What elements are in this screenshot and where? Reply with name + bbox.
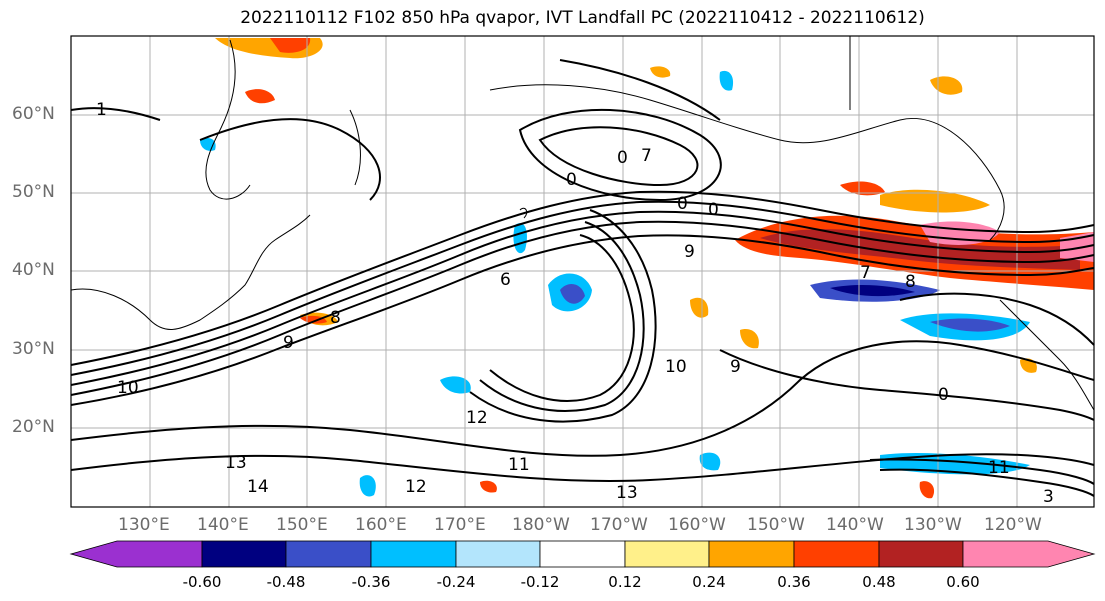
colorbar-tick-label: -0.36 bbox=[351, 573, 391, 591]
contour-label: 13 bbox=[225, 453, 247, 473]
lon-label: 170°W bbox=[590, 515, 648, 535]
lon-label: 120°W bbox=[984, 515, 1042, 535]
contour-label: 0 bbox=[938, 385, 949, 405]
map-frame bbox=[70, 35, 1095, 508]
lon-label: 150°E bbox=[276, 515, 328, 535]
contour-label: 0 bbox=[677, 194, 688, 214]
contour-label: 8 bbox=[905, 272, 916, 292]
lat-label: 30°N bbox=[12, 339, 55, 359]
colorbar-tick-label: 0.60 bbox=[946, 573, 980, 591]
contour-label: 11 bbox=[988, 458, 1010, 478]
contour-label: 8 bbox=[330, 308, 341, 328]
map-title: 2022110112 F102 850 hPa qvapor, IVT Land… bbox=[240, 8, 925, 28]
colorbar-tick-label: 0.12 bbox=[608, 573, 642, 591]
contour-label: 7 bbox=[860, 263, 871, 283]
lon-label: 170°E bbox=[434, 515, 486, 535]
contour-label: 3 bbox=[1043, 487, 1054, 507]
colorbar-segment bbox=[962, 540, 1096, 568]
contour-label: 14 bbox=[247, 477, 269, 497]
lon-label: 140°E bbox=[197, 515, 249, 535]
lon-label: 130°W bbox=[904, 515, 962, 535]
contour-label: 0 bbox=[617, 148, 628, 168]
contour-label: 12 bbox=[405, 477, 427, 497]
colorbar-tick-label: -0.24 bbox=[436, 573, 476, 591]
contour-label: 1 bbox=[96, 100, 107, 120]
colorbar-segment bbox=[624, 540, 710, 568]
contour-label: 10 bbox=[117, 378, 139, 398]
lon-label: 150°W bbox=[747, 515, 805, 535]
lat-label: 20°N bbox=[12, 417, 55, 437]
contour-labels: 1 0 0 0 0 9 8 7 8 6 9 10 10 12 11 12 13 … bbox=[96, 100, 1054, 507]
colorbar-segment bbox=[285, 540, 372, 568]
lon-label: 160°E bbox=[355, 515, 407, 535]
colorbar-tick-label: 0.24 bbox=[692, 573, 726, 591]
lon-label: 180°W bbox=[512, 515, 570, 535]
contour-label: 11 bbox=[508, 455, 530, 475]
colorbar-segment bbox=[708, 540, 795, 568]
contour-label: 9 bbox=[684, 242, 695, 262]
colorbar-segment bbox=[201, 540, 287, 568]
contour-label: 12 bbox=[466, 408, 488, 428]
colorbar-segment bbox=[793, 540, 880, 568]
lat-label: 60°N bbox=[12, 104, 55, 124]
lat-label: 40°N bbox=[12, 260, 55, 280]
contour-label: 9 bbox=[283, 333, 294, 353]
lon-label: 140°W bbox=[826, 515, 884, 535]
lon-label: 130°E bbox=[118, 515, 170, 535]
contour-label: 0 bbox=[566, 170, 577, 190]
lon-label: 160°W bbox=[668, 515, 726, 535]
colorbar-tick-label: -0.12 bbox=[520, 573, 560, 591]
colorbar-tick-label: -0.60 bbox=[182, 573, 222, 591]
contour-label: 6 bbox=[500, 270, 511, 290]
colorbar-segment bbox=[455, 540, 541, 568]
contour-label: 10 bbox=[665, 357, 687, 377]
colorbar-tick-label: -0.48 bbox=[266, 573, 306, 591]
coastlines bbox=[70, 36, 1095, 411]
contour-label: 9 bbox=[730, 357, 741, 377]
colorbar-tick-label: 0.36 bbox=[777, 573, 811, 591]
colorbar-segment bbox=[69, 540, 203, 568]
colorbar bbox=[69, 540, 1096, 568]
contour-label: 7 bbox=[641, 146, 652, 166]
contour-label: 13 bbox=[616, 483, 638, 503]
colorbar-tick-label: 0.48 bbox=[862, 573, 896, 591]
colorbar-segment bbox=[878, 540, 964, 568]
colorbar-segment bbox=[370, 540, 457, 568]
colorbar-segment bbox=[539, 540, 626, 568]
ivt-contours bbox=[70, 59, 1095, 497]
lat-label: 50°N bbox=[12, 182, 55, 202]
contour-label: 0 bbox=[708, 200, 719, 220]
